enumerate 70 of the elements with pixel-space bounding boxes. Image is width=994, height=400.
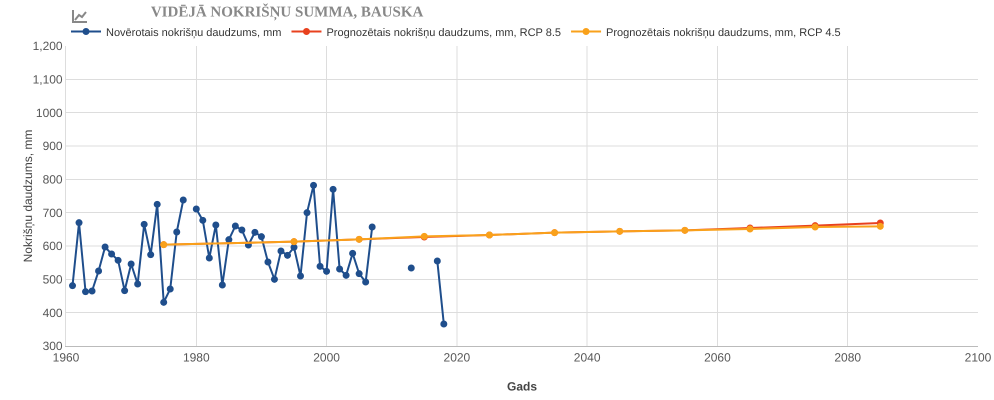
point — [134, 280, 142, 288]
point — [408, 264, 415, 272]
point — [212, 222, 220, 228]
point — [434, 258, 441, 264]
point — [232, 222, 239, 230]
point — [349, 250, 356, 257]
point — [76, 219, 83, 226]
point — [368, 224, 376, 230]
x-axis-title: Gads — [506, 379, 538, 394]
point — [206, 254, 213, 262]
point — [304, 209, 311, 216]
point — [102, 244, 109, 250]
point — [876, 222, 884, 230]
point — [140, 220, 148, 228]
point — [147, 251, 154, 258]
y-tick-label: 400 — [42, 306, 63, 320]
y-tick-label: 900 — [42, 139, 63, 154]
point — [218, 282, 226, 288]
point — [160, 298, 168, 306]
point — [95, 268, 102, 274]
point — [166, 286, 174, 292]
point — [258, 233, 265, 240]
y-tick-label: 500 — [42, 272, 63, 287]
point — [108, 250, 116, 258]
point — [154, 200, 161, 208]
point — [128, 260, 135, 268]
y-tick-label: 1000 — [36, 106, 63, 120]
point — [199, 216, 206, 224]
point — [284, 252, 291, 259]
x-tick-label: 2040 — [574, 350, 601, 364]
y-tick-label: 1,100 — [32, 72, 63, 87]
point — [277, 248, 284, 254]
point — [192, 206, 200, 212]
x-tick-label: 2020 — [444, 350, 471, 364]
y-tick-label: 600 — [42, 239, 63, 254]
chart-title: VIDĒJĀ NOKRIŠŅU SUMMA, BAUSKA — [150, 2, 424, 20]
point — [336, 266, 344, 272]
point — [238, 226, 246, 234]
point — [323, 268, 330, 275]
y-axis-title: Nokrišņu daudzums, mm — [21, 130, 35, 262]
point — [362, 278, 370, 286]
x-tick-label: 2000 — [313, 350, 340, 364]
x-tick-label: 2100 — [964, 350, 992, 364]
point — [69, 282, 76, 290]
point — [180, 196, 187, 204]
x-tick-label: 2060 — [704, 350, 732, 364]
point — [88, 288, 96, 294]
point — [114, 256, 122, 264]
point — [270, 276, 278, 283]
legend-label: Novērotais nokrišņu daudzums, mm — [106, 26, 282, 39]
point — [310, 182, 318, 189]
x-tick-label: 2080 — [834, 350, 862, 364]
x-tick-label: 1980 — [182, 350, 210, 364]
point — [290, 244, 298, 251]
point — [316, 262, 324, 270]
y-tick-label: 800 — [42, 172, 63, 187]
y-tick-label: 700 — [42, 206, 63, 220]
legend-label: Prognozētais nokrišņu daudzums, mm, RCP 4.5 — [606, 26, 841, 39]
point — [251, 228, 258, 236]
point — [330, 186, 337, 193]
point — [173, 228, 180, 236]
point — [342, 272, 350, 279]
point — [82, 288, 90, 296]
point — [121, 287, 128, 294]
point — [264, 258, 272, 266]
point — [297, 272, 304, 280]
legend-label: Prognozētais nokrišņu daudzums, mm, RCP 8.5 — [326, 26, 562, 39]
point — [440, 320, 448, 328]
point — [356, 270, 363, 278]
y-tick-label: 1,200 — [32, 39, 63, 54]
